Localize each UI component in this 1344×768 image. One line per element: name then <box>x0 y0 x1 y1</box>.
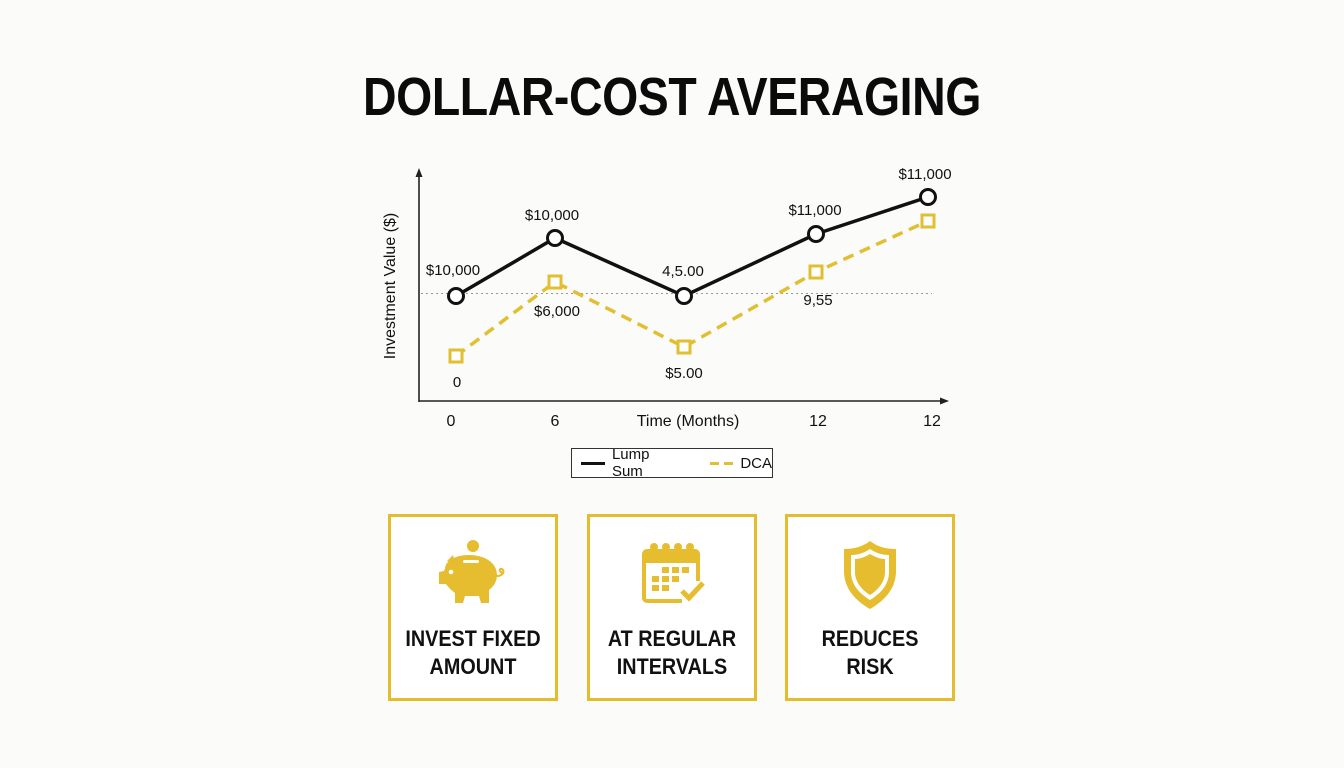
legend-lump-sum: Lump Sum <box>611 446 650 480</box>
dca-label-0: 0 <box>453 374 461 391</box>
card-line-2: INTERVALS <box>616 654 728 679</box>
shield-icon <box>844 541 896 609</box>
dca-label-2: $5.00 <box>665 365 703 382</box>
legend-dca: DCA <box>740 454 772 472</box>
card-text: INVEST FIXED AMOUNT <box>399 625 547 681</box>
dca-markers <box>448 213 936 364</box>
lump-label-4: $11,000 <box>898 166 951 183</box>
card-line-1: AT REGULAR <box>607 626 737 651</box>
page-title: DOLLAR-COST AVERAGING <box>363 67 981 127</box>
dca-label-1: $6,000 <box>534 303 580 320</box>
dca-label-3: 9,55 <box>803 292 832 309</box>
lump-label-3: $11,000 <box>788 202 841 219</box>
chart-legend: Lump Sum DCA <box>571 446 773 480</box>
card-regular-intervals: AT REGULAR INTERVALS <box>587 514 757 701</box>
card-text: AT REGULAR INTERVALS <box>598 625 746 681</box>
x-axis <box>419 397 949 405</box>
lump-sum-swatch <box>581 461 605 465</box>
x-tick-0: 0 <box>447 413 456 430</box>
lump-label-0: $10,000 <box>426 262 480 279</box>
card-invest-fixed-amount: INVEST FIXED AMOUNT <box>388 514 558 701</box>
y-axis <box>415 168 423 402</box>
card-line-2: AMOUNT <box>429 654 517 679</box>
card-reduces-risk: REDUCES RISK <box>785 514 955 701</box>
piggy-bank-icon <box>439 540 505 603</box>
card-line-1: INVEST FIXED <box>405 626 541 651</box>
x-tick-1: 6 <box>551 413 560 430</box>
x-tick-2: 12 <box>809 413 827 430</box>
lump-sum-markers <box>447 188 937 305</box>
card-line-2: RISK <box>846 654 894 679</box>
dca-swatch <box>710 461 735 465</box>
lump-label-2: 4,5.00 <box>662 263 704 280</box>
dca-line <box>454 219 929 358</box>
lump-label-1: $10,000 <box>525 207 579 224</box>
x-axis-label: Time (Months) <box>637 413 740 430</box>
card-text: REDUCES RISK <box>796 625 944 681</box>
card-line-1: REDUCES <box>821 626 919 651</box>
calendar-check-icon <box>642 543 706 603</box>
x-tick-3: 12 <box>923 413 941 430</box>
y-axis-label: Investment Value ($) <box>382 213 399 359</box>
